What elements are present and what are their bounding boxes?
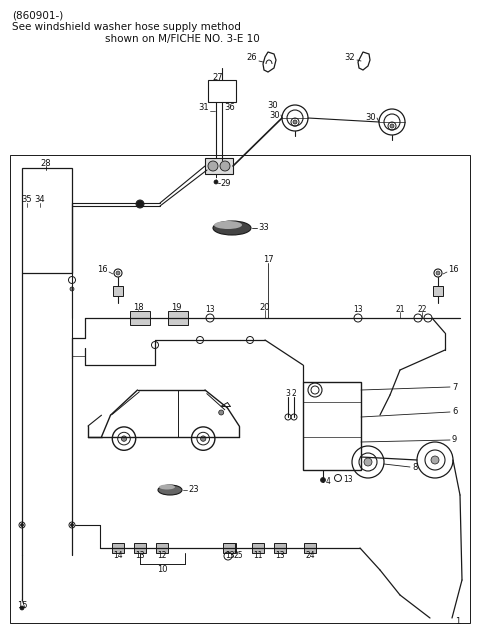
- Circle shape: [121, 436, 127, 441]
- Circle shape: [20, 606, 24, 610]
- Circle shape: [116, 271, 120, 275]
- Text: 4: 4: [326, 477, 331, 487]
- Text: 6: 6: [452, 408, 457, 417]
- Bar: [274, 543, 286, 553]
- Bar: [113, 286, 123, 296]
- Text: 3: 3: [286, 390, 290, 399]
- Circle shape: [71, 524, 73, 526]
- Text: 33: 33: [258, 223, 269, 232]
- Circle shape: [21, 524, 24, 526]
- Bar: [130, 311, 150, 325]
- Text: 19: 19: [171, 304, 181, 313]
- Circle shape: [436, 271, 440, 275]
- Text: 11: 11: [253, 551, 263, 561]
- Text: 14: 14: [113, 551, 123, 561]
- Circle shape: [364, 458, 372, 466]
- Bar: [168, 311, 188, 325]
- Text: 12: 12: [157, 551, 167, 561]
- Text: 18: 18: [132, 304, 144, 313]
- Text: 9: 9: [452, 436, 457, 445]
- Text: 8: 8: [412, 463, 418, 471]
- Text: 13: 13: [343, 475, 353, 484]
- Text: 1: 1: [455, 618, 460, 627]
- Text: 31: 31: [198, 103, 209, 112]
- Text: 30: 30: [365, 114, 376, 122]
- Circle shape: [70, 287, 74, 291]
- Text: 15: 15: [17, 600, 27, 609]
- Bar: [224, 543, 236, 553]
- Text: 34: 34: [35, 195, 45, 205]
- Circle shape: [390, 124, 394, 128]
- Text: 27: 27: [213, 73, 223, 82]
- Circle shape: [219, 410, 224, 415]
- Bar: [433, 286, 443, 296]
- Text: 16: 16: [97, 265, 108, 274]
- Ellipse shape: [158, 485, 182, 495]
- Text: 13: 13: [225, 551, 235, 561]
- Bar: [10, 155, 470, 623]
- Bar: [22, 168, 72, 273]
- Text: (860901-): (860901-): [12, 10, 63, 20]
- Text: 10: 10: [157, 565, 167, 574]
- Text: 24: 24: [305, 551, 315, 561]
- Text: 35: 35: [22, 195, 32, 205]
- Text: 13: 13: [353, 306, 363, 315]
- Circle shape: [293, 120, 297, 124]
- Circle shape: [220, 161, 230, 171]
- Bar: [134, 543, 146, 553]
- Text: 13: 13: [135, 551, 145, 561]
- Text: 32: 32: [344, 54, 355, 63]
- Text: 17: 17: [263, 255, 273, 265]
- Text: 30: 30: [269, 110, 280, 119]
- Bar: [208, 80, 236, 102]
- Text: shown on M/FICHE NO. 3-E 10: shown on M/FICHE NO. 3-E 10: [105, 34, 260, 44]
- Text: 22: 22: [417, 306, 427, 315]
- Text: 7: 7: [452, 383, 457, 392]
- Bar: [156, 543, 168, 553]
- Text: 25: 25: [234, 551, 244, 561]
- Circle shape: [431, 456, 439, 464]
- Circle shape: [136, 200, 144, 207]
- Bar: [223, 543, 235, 553]
- Bar: [304, 543, 316, 553]
- Bar: [112, 543, 124, 553]
- Circle shape: [321, 477, 325, 482]
- Text: 21: 21: [395, 306, 405, 315]
- Circle shape: [208, 161, 218, 171]
- Text: 23: 23: [188, 486, 199, 494]
- Text: 26: 26: [246, 54, 257, 63]
- Text: 2: 2: [292, 390, 296, 399]
- Text: See windshield washer hose supply method: See windshield washer hose supply method: [12, 22, 241, 32]
- Text: 13: 13: [205, 306, 215, 315]
- Ellipse shape: [214, 221, 242, 229]
- Text: 30: 30: [267, 101, 278, 110]
- Text: 16: 16: [448, 265, 458, 274]
- Text: 36: 36: [224, 103, 235, 112]
- Ellipse shape: [213, 221, 251, 235]
- Bar: [205, 158, 233, 174]
- Bar: [303, 382, 361, 470]
- Circle shape: [201, 436, 206, 441]
- Bar: [252, 543, 264, 553]
- Text: 13: 13: [275, 551, 285, 561]
- Text: 29: 29: [220, 179, 230, 188]
- Text: 20: 20: [260, 304, 270, 313]
- Ellipse shape: [159, 484, 175, 489]
- Text: 28: 28: [41, 158, 51, 168]
- Circle shape: [214, 180, 218, 184]
